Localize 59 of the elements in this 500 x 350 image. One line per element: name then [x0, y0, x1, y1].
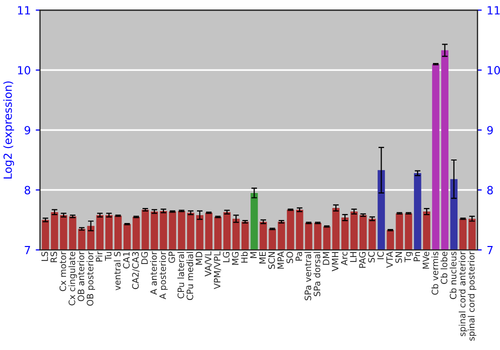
x-tick-label: Pa: [296, 252, 302, 261]
x-tick-label: LS: [41, 252, 48, 261]
y-tick-label: 7: [24, 246, 30, 254]
x-tick-label: Arc: [341, 252, 348, 266]
x-tick-label: SPa ventral: [304, 252, 312, 300]
x-tick-label: DM: [322, 252, 330, 265]
x-tick-label: VTA: [386, 251, 393, 268]
x-tick-label: VMH: [332, 252, 338, 272]
x-tick-label: GP: [168, 252, 176, 263]
x-tick-label: CPu lateral: [177, 252, 184, 298]
y2-tick-label: 10: [488, 66, 500, 74]
x-tick-label: Pn: [414, 252, 420, 262]
y2-tick-label: 8: [487, 186, 493, 194]
x-tick-label: Cb lobe: [440, 252, 448, 284]
y2-tick-label: 11: [488, 6, 500, 14]
x-tick-label: PAG: [359, 252, 366, 268]
x-tick-label: A anterior: [150, 251, 157, 295]
x-tick-label: CPu medial: [186, 252, 194, 300]
y-tick-label: 11: [18, 6, 30, 14]
x-tick-label: Hb: [240, 252, 248, 263]
x-tick-label: MD: [196, 252, 202, 265]
y-tick-label: 9: [24, 126, 30, 134]
x-tick-label: spinal cord posterior: [468, 251, 476, 341]
x-tick-label: Cx cingulate: [68, 252, 77, 306]
x-tick-label: MPA: [277, 251, 284, 269]
x-tick-label: Cb nucleus: [450, 252, 456, 300]
x-tick-label: Tu: [105, 252, 112, 261]
x-tick-label: SCN: [268, 252, 275, 269]
y-tick-label: 10: [18, 66, 30, 74]
x-tick-label: LH: [350, 252, 356, 262]
y-tick-label: 8: [24, 186, 30, 194]
x-tick-label: OB anterior: [78, 251, 84, 302]
x-tick-label: Cx motor: [60, 251, 66, 292]
x-tick-label: MVe: [422, 252, 430, 269]
x-tick-label: VPM/VPL: [214, 251, 222, 290]
x-tick-label: LG: [222, 252, 230, 262]
x-tick-label: SPa dorsal: [314, 252, 320, 296]
x-tick-label: SO: [286, 252, 294, 264]
x-tick-label: ventral S: [114, 252, 121, 290]
y-axis-title: Log2 (expression): [3, 81, 14, 178]
x-tick-label: OB posterior: [86, 251, 96, 306]
x-tick-label: Tg: [404, 252, 413, 262]
y2-tick-label: 9: [487, 126, 493, 134]
x-tick-label: SC: [368, 252, 375, 262]
x-tick-label: CA1: [123, 252, 130, 268]
x-tick-label: Cb vermis: [432, 252, 438, 295]
x-tick-label: CA2/CA3: [132, 252, 140, 290]
x-tick-label: M: [250, 252, 257, 258]
x-tick-label: A posterior: [159, 251, 168, 300]
x-tick-label: DG: [141, 252, 148, 264]
x-tick-label: RS: [50, 252, 58, 262]
x-tick-label: spinal cord anterior: [458, 251, 468, 336]
x-tick-label: ME: [259, 252, 266, 264]
x-tick-label: SN: [395, 252, 402, 263]
y2-tick-label: 7: [487, 246, 493, 254]
x-tick-label: IC: [377, 252, 384, 260]
x-tick-label: MG: [232, 252, 239, 265]
x-tick-label: VA/VL: [204, 251, 212, 276]
x-tick-label: Pir: [96, 251, 102, 262]
